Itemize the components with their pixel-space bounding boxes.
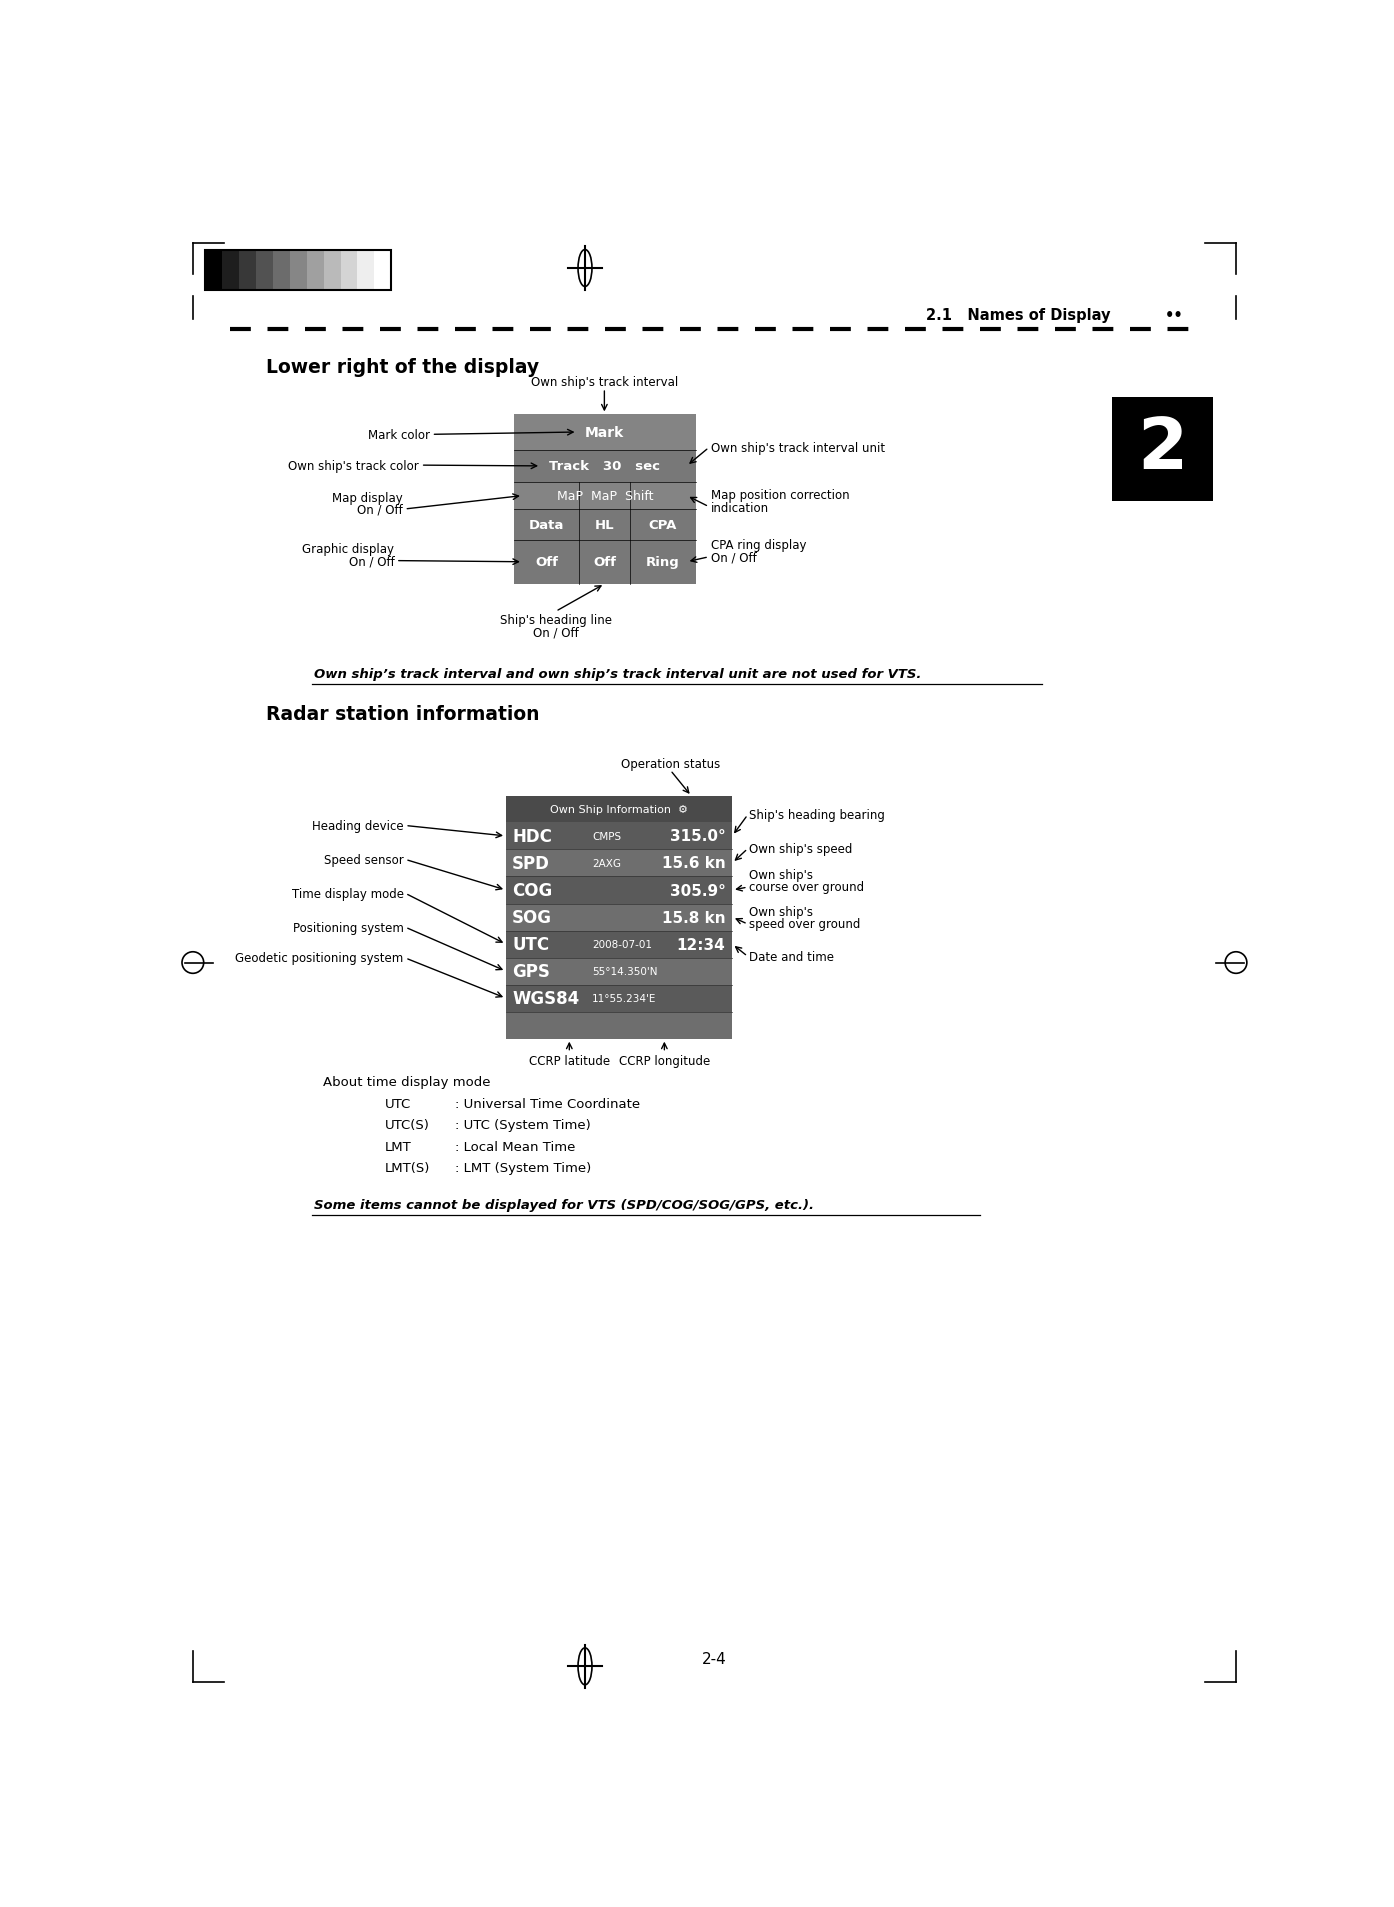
Text: 55°14.350'N: 55°14.350'N [592, 967, 658, 976]
Text: Geodetic positioning system: Geodetic positioning system [236, 952, 404, 965]
Text: Off: Off [535, 557, 558, 568]
Text: 11°55.234'E: 11°55.234'E [592, 994, 657, 1003]
Text: 2: 2 [1138, 416, 1188, 484]
Text: course over ground: course over ground [750, 881, 864, 894]
Text: : Local Mean Time: : Local Mean Time [454, 1140, 576, 1154]
Text: On / Off: On / Off [357, 503, 403, 517]
Text: 2008-07-01: 2008-07-01 [592, 940, 652, 950]
Text: CMPS: CMPS [592, 831, 622, 841]
Text: Ship's heading line: Ship's heading line [499, 614, 612, 627]
Bar [290, 250, 307, 290]
Text: Ship's heading bearing: Ship's heading bearing [750, 809, 885, 822]
Text: Own ship's speed: Own ship's speed [750, 843, 853, 856]
Bar [506, 824, 732, 851]
Bar [506, 904, 732, 931]
Text: UTC: UTC [385, 1097, 411, 1110]
Text: 2AXG: 2AXG [592, 858, 620, 868]
Text: LMT: LMT [385, 1140, 411, 1154]
Bar [307, 250, 323, 290]
Bar [375, 250, 392, 290]
Text: Map display: Map display [332, 492, 403, 503]
Bar [506, 877, 732, 904]
Text: COG: COG [512, 881, 552, 900]
Text: WGS84: WGS84 [512, 990, 580, 1007]
Bar [205, 250, 392, 290]
Text: : Universal Time Coordinate: : Universal Time Coordinate [454, 1097, 640, 1110]
Bar [514, 509, 696, 584]
Text: Own ship's: Own ship's [750, 906, 813, 919]
Bar [514, 450, 696, 482]
Text: : UTC (System Time): : UTC (System Time) [454, 1119, 591, 1131]
Bar [506, 797, 732, 1039]
Text: Operation status: Operation status [620, 757, 719, 770]
Text: Own ship's: Own ship's [750, 868, 813, 881]
Bar [357, 250, 375, 290]
Text: SOG: SOG [512, 908, 552, 927]
Bar [506, 986, 732, 1013]
Bar [256, 250, 273, 290]
Text: SPD: SPD [512, 854, 551, 873]
Text: Some items cannot be displayed for VTS (SPD/COG/SOG/GPS, etc.).: Some items cannot be displayed for VTS (… [314, 1198, 814, 1211]
Text: Radar station information: Radar station information [266, 704, 539, 723]
Text: speed over ground: speed over ground [750, 917, 860, 931]
Bar [273, 250, 290, 290]
Text: Own Ship Information  ⚙: Own Ship Information ⚙ [551, 805, 689, 814]
Bar [506, 931, 732, 957]
Text: Data: Data [528, 519, 565, 532]
Bar [506, 851, 732, 877]
Text: CPA ring display: CPA ring display [711, 540, 806, 551]
Text: GPS: GPS [512, 963, 551, 980]
Text: 2-4: 2-4 [703, 1651, 726, 1667]
Text: Own ship's track interval unit: Own ship's track interval unit [711, 442, 885, 454]
Text: 15.6 kn: 15.6 kn [662, 856, 725, 871]
Text: Off: Off [594, 557, 616, 568]
Text: CCRP longitude: CCRP longitude [619, 1055, 710, 1068]
Bar [506, 957, 732, 986]
Bar [506, 797, 732, 824]
Bar [238, 250, 256, 290]
Bar [340, 250, 357, 290]
Text: Own ship’s track interval and own ship’s track interval unit are not used for VT: Own ship’s track interval and own ship’s… [314, 667, 921, 681]
Text: Mark: Mark [585, 425, 625, 441]
Text: Ring: Ring [647, 557, 680, 568]
Text: Own ship's track interval: Own ship's track interval [531, 376, 677, 389]
Text: 315.0°: 315.0° [669, 830, 725, 845]
Text: Date and time: Date and time [750, 950, 834, 963]
Text: About time display mode: About time display mode [323, 1076, 491, 1089]
Text: CCRP latitude: CCRP latitude [528, 1055, 611, 1068]
Text: ••: •• [1165, 307, 1184, 322]
Text: 15.8 kn: 15.8 kn [662, 910, 725, 925]
Text: HL: HL [595, 519, 615, 532]
Bar [205, 250, 222, 290]
Text: On / Off: On / Off [348, 555, 395, 568]
Text: UTC: UTC [512, 936, 549, 954]
Text: LMT(S): LMT(S) [385, 1161, 431, 1175]
Text: Own ship's track color: Own ship's track color [289, 460, 420, 473]
Text: Time display mode: Time display mode [291, 887, 404, 900]
Text: Speed sensor: Speed sensor [323, 854, 404, 866]
Text: MaP  MaP  Shift: MaP MaP Shift [556, 490, 652, 503]
Text: Lower right of the display: Lower right of the display [266, 359, 539, 378]
Text: On / Off: On / Off [711, 551, 757, 564]
Text: indication: indication [711, 502, 768, 515]
Bar [222, 250, 238, 290]
Bar [506, 1013, 732, 1039]
Text: UTC(S): UTC(S) [385, 1119, 429, 1131]
Text: 12:34: 12:34 [676, 936, 725, 952]
Text: 2.1   Names of Display: 2.1 Names of Display [926, 307, 1111, 322]
Text: HDC: HDC [512, 828, 552, 845]
Text: Map position correction: Map position correction [711, 488, 849, 502]
Text: CPA: CPA [648, 519, 677, 532]
Bar [1112, 399, 1213, 502]
Text: Graphic display: Graphic display [302, 543, 395, 557]
Text: 305.9°: 305.9° [669, 883, 725, 898]
Text: Positioning system: Positioning system [293, 921, 404, 934]
Text: Mark color: Mark color [368, 429, 429, 442]
Bar [323, 250, 340, 290]
Text: : LMT (System Time): : LMT (System Time) [454, 1161, 591, 1175]
Text: On / Off: On / Off [533, 625, 579, 639]
Bar [514, 416, 696, 584]
Text: Heading device: Heading device [312, 820, 404, 833]
Text: Track   30   sec: Track 30 sec [549, 460, 661, 473]
